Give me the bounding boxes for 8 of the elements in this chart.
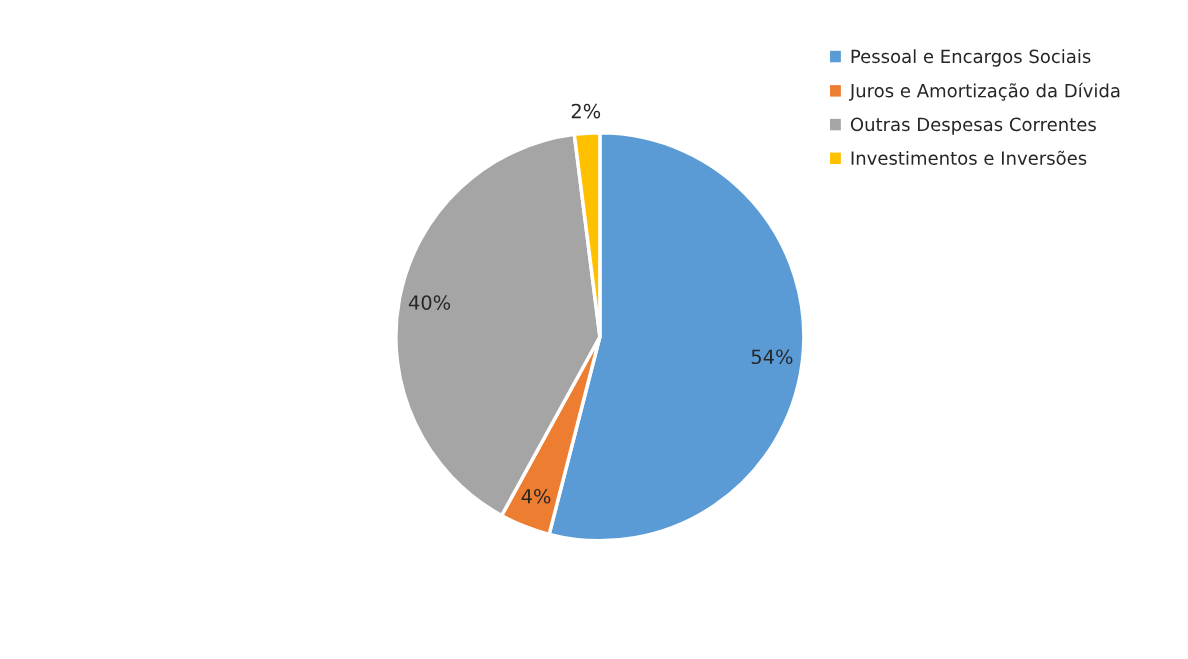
legend-label: Outras Despesas Correntes	[850, 117, 1096, 135]
data-label: 54%	[751, 349, 793, 365]
legend-label: Juros e Amortização da Dívida	[848, 82, 1120, 101]
legend-label: Pessoal e Encargos Sociais	[851, 49, 1091, 67]
data-label: 40%	[408, 295, 451, 310]
data-label: 2%	[571, 103, 601, 119]
data-label: 4%	[521, 488, 551, 504]
legend-label: Investimentos e Inversões	[851, 150, 1087, 165]
